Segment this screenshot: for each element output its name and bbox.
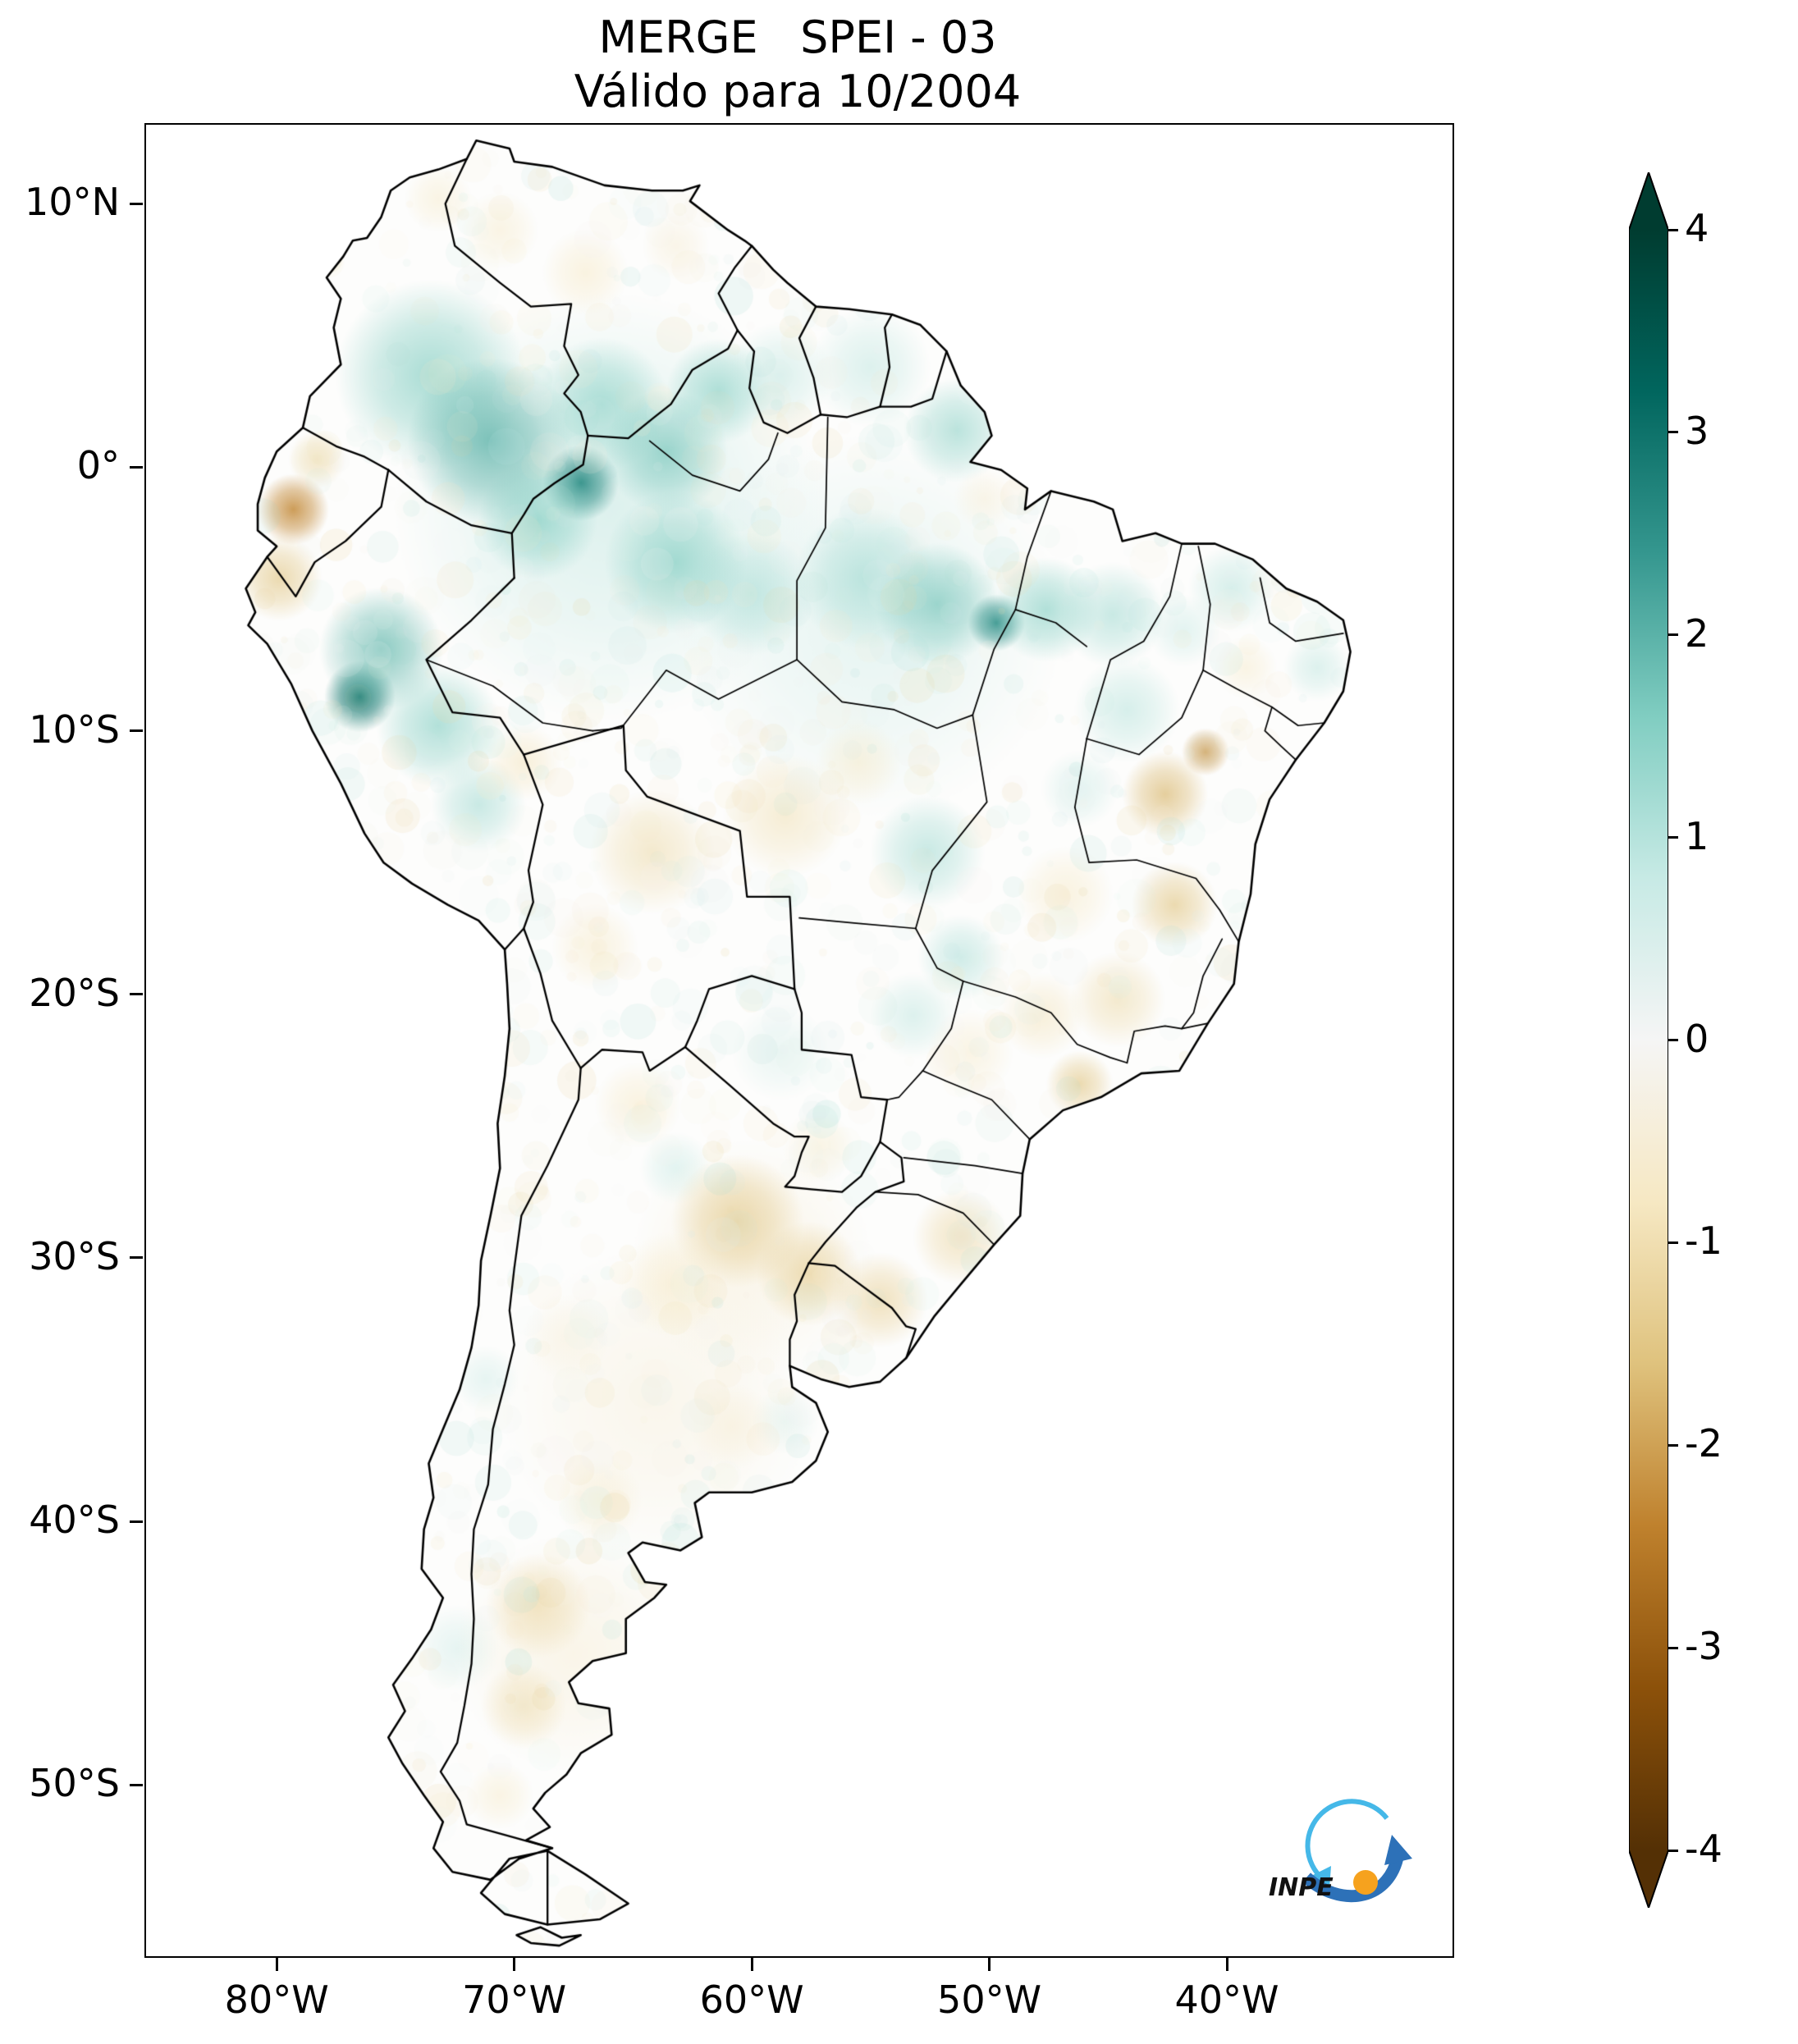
logo-orbit-arrowhead [1311, 1866, 1331, 1889]
inpe-logo: INPE [1264, 1787, 1420, 1927]
colorbar-tick-mark [1668, 1849, 1678, 1852]
y-tick-mark [130, 993, 143, 996]
inpe-logo-text: INPE [1269, 1873, 1334, 1902]
x-tick-label: 60°W [699, 1978, 804, 2022]
colorbar-tick-mark [1668, 1039, 1678, 1041]
colorbar-tick-label: 4 [1685, 206, 1709, 250]
x-tick-mark [750, 1958, 753, 1971]
colorbar-tick-label: -3 [1685, 1624, 1723, 1669]
y-tick-label: 20°S [29, 970, 120, 1015]
map-panel: INPE [144, 123, 1454, 1958]
y-tick-label: 50°S [29, 1761, 120, 1806]
colorbar-tick-mark [1668, 228, 1678, 231]
x-tick-label: 70°W [462, 1978, 567, 2022]
y-tick-label: 10°S [29, 706, 120, 752]
logo-orbit-arc [1305, 1799, 1389, 1882]
y-tick-mark [130, 465, 143, 469]
logo-swoosh-arrow [1302, 1855, 1404, 1903]
x-tick-mark [513, 1958, 516, 1971]
y-tick-mark [130, 729, 143, 733]
chart-subtitle: Válido para 10/2004 [574, 66, 1022, 117]
x-tick-label: 50°W [937, 1978, 1042, 2022]
colorbar-tick-label: 0 [1685, 1016, 1709, 1061]
inpe-logo-graphic: INPE [1269, 1799, 1412, 1903]
colorbar-tick-mark [1668, 633, 1678, 637]
colorbar-tick-mark [1668, 1646, 1678, 1649]
y-tick-mark [130, 1783, 143, 1786]
y-tick-label: 10°N [25, 180, 120, 225]
colorbar-tick-mark [1668, 1241, 1678, 1244]
colorbar-graphic [1628, 169, 1669, 1911]
chart-title: MERGE SPEI - 03 [598, 11, 997, 63]
colorbar-tick-mark [1668, 431, 1678, 434]
y-tick-label: 40°S [29, 1498, 120, 1543]
colorbar-tick-label: 3 [1685, 408, 1709, 453]
colorbar-tick-mark [1668, 1443, 1678, 1447]
logo-swoosh-arrowhead [1384, 1835, 1412, 1865]
colorbar-extend-max [1629, 172, 1668, 230]
colorbar-tick-label: -4 [1685, 1827, 1723, 1871]
y-tick-label: 0° [76, 443, 120, 488]
spei-field-canvas [146, 125, 1453, 1956]
x-tick-mark [1225, 1958, 1228, 1971]
x-tick-mark [988, 1958, 991, 1971]
y-tick-label: 30°S [29, 1233, 120, 1278]
colorbar [1628, 169, 1669, 1911]
y-tick-mark [130, 1520, 143, 1523]
x-tick-mark [275, 1958, 278, 1971]
y-tick-mark [130, 202, 143, 205]
colorbar-gradient [1629, 230, 1668, 1850]
colorbar-tick-label: -2 [1685, 1421, 1723, 1466]
x-tick-label: 40°W [1174, 1978, 1279, 2022]
colorbar-tick-label: 1 [1685, 813, 1709, 858]
colorbar-tick-mark [1668, 836, 1678, 839]
colorbar-extend-min [1629, 1850, 1668, 1908]
colorbar-tick-label: -1 [1685, 1219, 1723, 1264]
logo-orange-sphere [1353, 1870, 1378, 1895]
y-tick-mark [130, 1256, 143, 1260]
colorbar-tick-label: 2 [1685, 610, 1709, 656]
x-tick-label: 80°W [224, 1978, 329, 2022]
